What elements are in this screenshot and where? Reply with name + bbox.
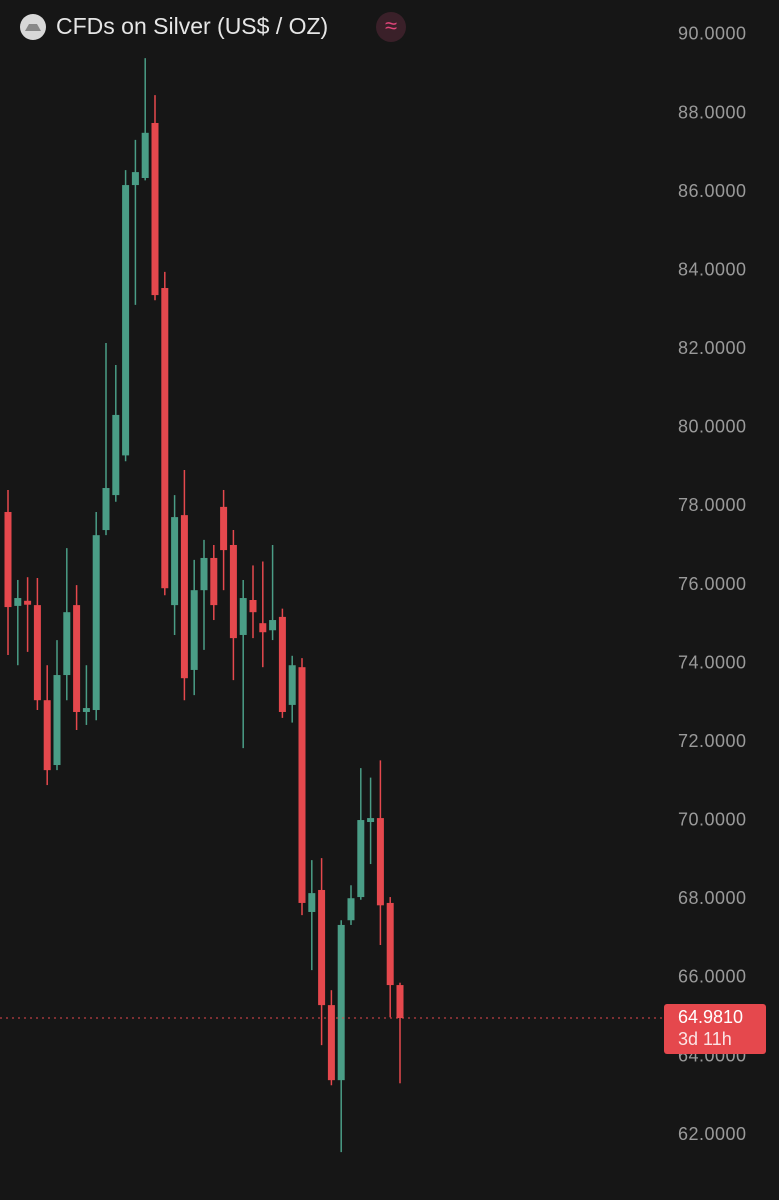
- candle-body: [239, 598, 247, 635]
- candle-body: [73, 605, 81, 712]
- y-tick-label: 84.0000: [678, 259, 747, 279]
- y-tick-label: 70.0000: [678, 810, 747, 830]
- candle-body: [190, 590, 198, 670]
- candle-body: [151, 122, 159, 296]
- y-tick-label: 68.0000: [678, 888, 747, 908]
- y-tick-label: 88.0000: [678, 102, 747, 122]
- symbol-icon-bars: [25, 24, 41, 31]
- y-tick-label: 62.0000: [678, 1124, 747, 1144]
- candle-body: [131, 172, 139, 186]
- candle-body: [161, 288, 169, 589]
- candle-body: [327, 1005, 335, 1081]
- chart-title: CFDs on Silver (US$ / OZ): [56, 13, 328, 39]
- y-tick-label: 76.0000: [678, 574, 747, 594]
- candle-body: [308, 893, 316, 912]
- candle-body: [171, 517, 179, 606]
- candle-body: [249, 600, 257, 613]
- badge-bg: [376, 12, 406, 42]
- candle-body: [220, 506, 228, 551]
- candle-body: [367, 818, 375, 823]
- y-tick-label: 74.0000: [678, 652, 747, 672]
- candle-body: [180, 515, 188, 679]
- y-tick-label: 82.0000: [678, 338, 747, 358]
- candle-body: [347, 898, 355, 921]
- current-price-label: 64.9810: [678, 1007, 743, 1027]
- candle-body: [53, 675, 61, 766]
- y-tick-label: 66.0000: [678, 967, 747, 987]
- candle-body: [112, 414, 120, 496]
- candle-body: [200, 557, 208, 591]
- y-tick-label: 86.0000: [678, 181, 747, 201]
- y-tick-label: 78.0000: [678, 495, 747, 515]
- countdown: 3d 11h: [678, 1029, 732, 1049]
- candle-body: [92, 535, 100, 711]
- y-tick-label: 80.0000: [678, 417, 747, 437]
- candle-body: [63, 612, 71, 676]
- candle-body: [269, 620, 277, 631]
- candle-body: [14, 598, 22, 606]
- badge: ≈: [385, 13, 397, 38]
- candle-body: [396, 985, 404, 1019]
- candle-body: [357, 820, 365, 898]
- candle-body: [102, 488, 110, 531]
- candle-body: [278, 616, 286, 712]
- candle-body: [259, 623, 267, 633]
- candle-body: [33, 605, 41, 701]
- candle-body: [82, 708, 90, 712]
- candle-body: [4, 511, 12, 608]
- candle-body: [122, 185, 130, 456]
- candle-body: [229, 544, 237, 639]
- candle-body: [24, 600, 32, 605]
- candle-body: [141, 132, 149, 178]
- candle-body: [210, 557, 218, 606]
- y-tick-label: 72.0000: [678, 731, 747, 751]
- candle-body: [288, 665, 296, 705]
- candle-body: [298, 667, 306, 903]
- candle-body: [386, 902, 394, 986]
- candle-body: [318, 889, 326, 1006]
- candle-body: [337, 924, 345, 1081]
- current-price-box: [664, 1004, 766, 1055]
- y-tick-label: 90.0000: [678, 24, 747, 44]
- candle-body: [43, 700, 51, 771]
- candle-body: [376, 818, 384, 906]
